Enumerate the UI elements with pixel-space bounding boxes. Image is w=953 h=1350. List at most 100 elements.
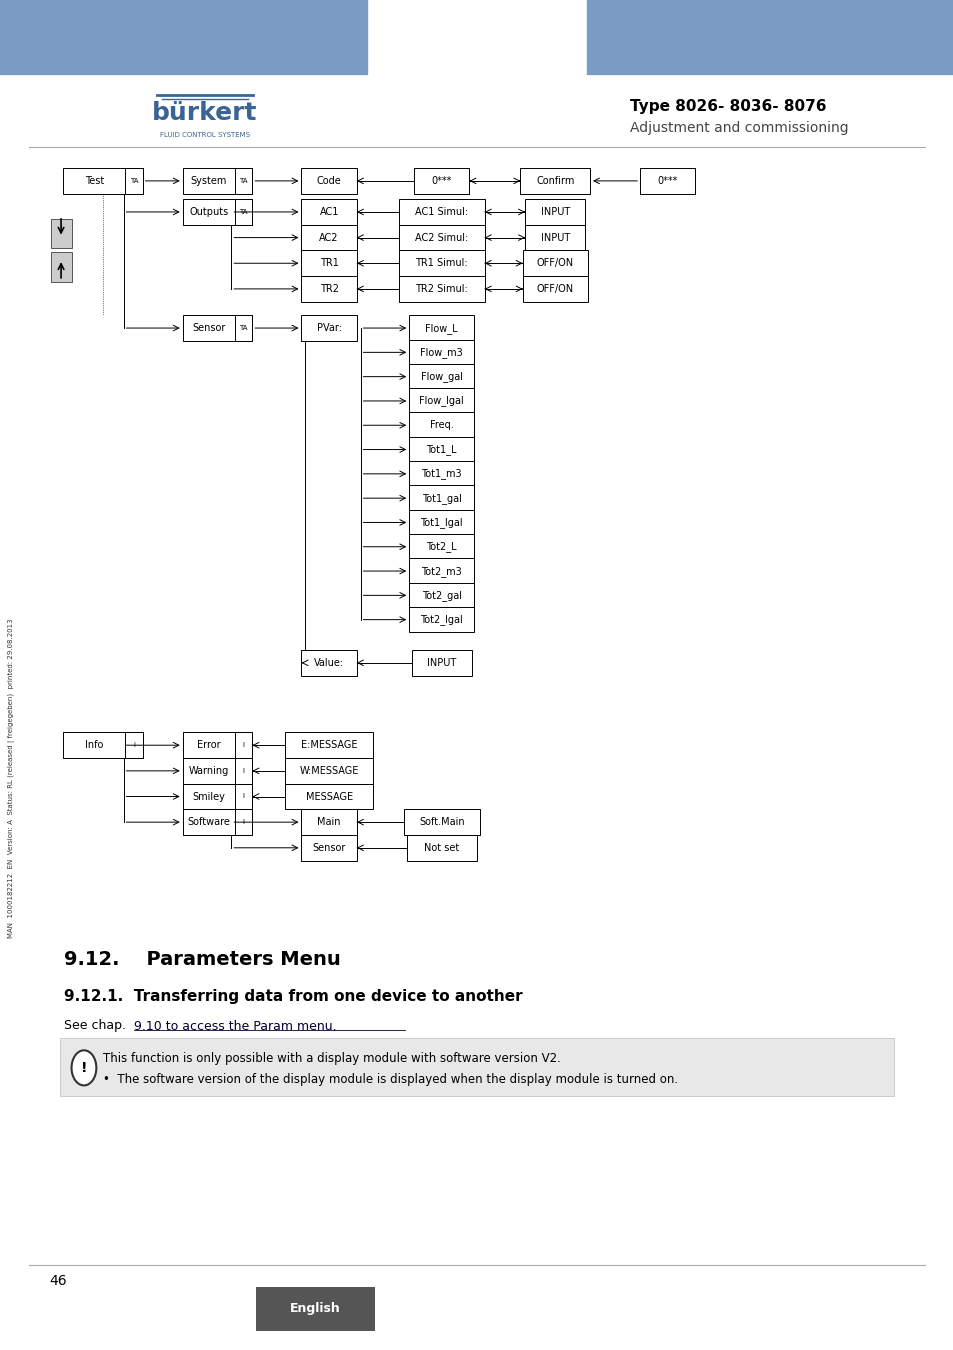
Text: See chap.: See chap. xyxy=(64,1019,130,1033)
Text: Value:: Value: xyxy=(314,657,344,668)
Text: Tot1_m3: Tot1_m3 xyxy=(421,468,461,479)
Text: Tot1_lgal: Tot1_lgal xyxy=(420,517,462,528)
Text: 9.12.1.  Transferring data from one device to another: 9.12.1. Transferring data from one devic… xyxy=(64,988,522,1004)
Text: Tot1_L: Tot1_L xyxy=(426,444,456,455)
Text: E:MESSAGE: E:MESSAGE xyxy=(300,740,357,751)
Text: INPUT: INPUT xyxy=(540,232,569,243)
Bar xyxy=(301,275,356,301)
Text: English: English xyxy=(289,1301,340,1315)
Text: bürkert: bürkert xyxy=(152,101,257,126)
Text: Sensor: Sensor xyxy=(193,323,225,333)
Text: Smiley: Smiley xyxy=(193,791,225,802)
Text: System: System xyxy=(191,176,227,186)
Bar xyxy=(409,412,474,437)
Text: Tot2_gal: Tot2_gal xyxy=(421,590,461,601)
Text: Freq.: Freq. xyxy=(430,420,453,431)
Text: I: I xyxy=(242,819,245,825)
Bar xyxy=(182,810,252,834)
Text: I: I xyxy=(242,794,245,799)
Bar xyxy=(301,250,356,275)
Bar xyxy=(398,198,484,224)
Text: Flow_lgal: Flow_lgal xyxy=(419,396,463,406)
Bar xyxy=(235,198,252,224)
Text: Outputs: Outputs xyxy=(189,207,229,217)
Bar xyxy=(235,783,252,810)
Bar xyxy=(235,810,252,834)
Bar xyxy=(398,250,484,275)
Bar xyxy=(406,834,476,861)
Text: AC2: AC2 xyxy=(319,232,338,243)
Text: 9.12.    Parameters Menu: 9.12. Parameters Menu xyxy=(64,950,340,969)
Text: TA: TA xyxy=(239,178,248,184)
Bar xyxy=(60,1038,893,1096)
Bar xyxy=(520,167,589,193)
Bar xyxy=(301,651,356,675)
Text: PVar:: PVar: xyxy=(316,323,341,333)
Bar xyxy=(301,315,356,340)
Text: Code: Code xyxy=(316,176,341,186)
Bar xyxy=(409,608,474,632)
Bar xyxy=(284,783,373,810)
Bar xyxy=(409,389,474,413)
Bar xyxy=(182,783,252,810)
FancyBboxPatch shape xyxy=(51,219,71,248)
Bar xyxy=(586,0,953,74)
Bar xyxy=(409,315,474,340)
Text: OFF/ON: OFF/ON xyxy=(537,284,573,294)
Text: Sensor: Sensor xyxy=(313,842,345,853)
Text: TR2: TR2 xyxy=(319,284,338,294)
Bar xyxy=(398,275,484,301)
Text: AC2 Simul:: AC2 Simul: xyxy=(415,232,468,243)
Text: Test: Test xyxy=(85,176,104,186)
Bar xyxy=(301,810,356,834)
FancyBboxPatch shape xyxy=(51,252,71,282)
Bar xyxy=(284,759,373,783)
Text: Adjustment and commissioning: Adjustment and commissioning xyxy=(629,122,847,135)
Text: !: ! xyxy=(81,1061,87,1075)
Bar xyxy=(301,224,356,251)
Text: Confirm: Confirm xyxy=(536,176,574,186)
Text: Tot2_m3: Tot2_m3 xyxy=(421,566,461,576)
Text: Info: Info xyxy=(85,740,104,751)
Bar xyxy=(398,224,484,251)
Text: TA: TA xyxy=(130,178,138,184)
Text: OFF/ON: OFF/ON xyxy=(537,258,573,269)
Text: TA: TA xyxy=(239,209,248,215)
Bar xyxy=(409,462,474,487)
Text: i: i xyxy=(132,743,135,748)
Text: I: I xyxy=(242,743,245,748)
Text: Software: Software xyxy=(188,817,230,828)
Bar xyxy=(284,732,373,759)
Bar xyxy=(409,340,474,364)
Bar xyxy=(301,834,356,861)
Bar xyxy=(235,167,252,193)
Text: INPUT: INPUT xyxy=(540,207,569,217)
Bar xyxy=(639,167,695,193)
Text: MAN  1000182212  EN  Version: A  Status: RL (released | freigegeben)  printed: 2: MAN 1000182212 EN Version: A Status: RL … xyxy=(9,618,15,938)
Bar xyxy=(182,198,252,224)
Text: Flow_gal: Flow_gal xyxy=(420,371,462,382)
Text: Flow_m3: Flow_m3 xyxy=(420,347,462,358)
Text: Soft.Main: Soft.Main xyxy=(418,817,464,828)
Bar xyxy=(409,364,474,390)
Bar xyxy=(412,651,471,675)
Text: MESSAGE: MESSAGE xyxy=(305,791,353,802)
Text: Tot2_lgal: Tot2_lgal xyxy=(420,614,462,625)
Circle shape xyxy=(71,1050,96,1085)
Bar xyxy=(182,759,252,783)
Bar xyxy=(235,759,252,783)
Bar xyxy=(409,510,474,535)
Bar xyxy=(409,485,474,510)
Text: TR2 Simul:: TR2 Simul: xyxy=(415,284,468,294)
Bar xyxy=(409,559,474,583)
Bar xyxy=(126,732,143,759)
Text: Flow_L: Flow_L xyxy=(425,323,457,333)
Bar xyxy=(63,732,143,759)
Text: INPUT: INPUT xyxy=(427,657,456,668)
Text: FLUID CONTROL SYSTEMS: FLUID CONTROL SYSTEMS xyxy=(160,132,250,138)
Bar xyxy=(182,732,252,759)
Bar xyxy=(301,167,356,193)
Text: Warning: Warning xyxy=(189,765,229,776)
Bar xyxy=(522,250,587,275)
Text: AC1 Simul:: AC1 Simul: xyxy=(415,207,468,217)
